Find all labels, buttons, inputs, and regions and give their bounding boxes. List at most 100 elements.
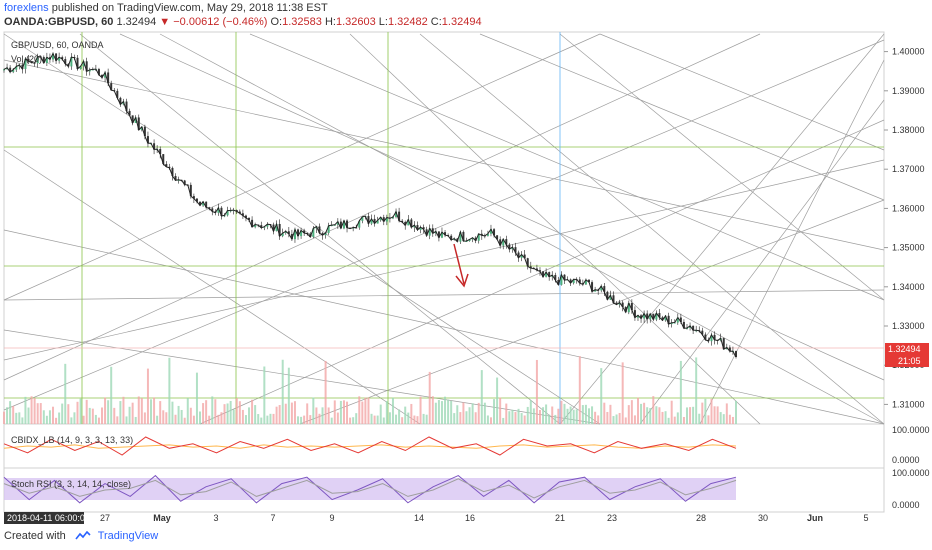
candle-body — [630, 303, 633, 311]
candle-body — [679, 317, 682, 322]
candle-body — [55, 53, 58, 61]
candle-body — [569, 279, 572, 284]
volume-bar — [376, 415, 379, 424]
candle-body — [496, 235, 499, 240]
candle-body — [502, 239, 505, 246]
volume-bar — [431, 396, 434, 424]
candle-body — [695, 330, 698, 332]
volume-bar — [646, 407, 649, 424]
candle-body — [248, 217, 251, 220]
volume-bar — [437, 400, 440, 424]
gann-line — [3, 159, 885, 361]
candle-body — [649, 313, 652, 320]
volume-bar — [88, 407, 91, 424]
volume-bar — [18, 412, 21, 424]
candle-body — [192, 196, 195, 199]
candle-body — [339, 221, 342, 229]
down-arrow-annotation[interactable] — [453, 243, 469, 288]
candle-body — [382, 217, 385, 222]
volume-bar — [12, 406, 15, 424]
volume-bar — [502, 417, 505, 424]
volume-bar — [76, 401, 79, 424]
candle-body — [9, 67, 12, 73]
x-tick-label: 28 — [696, 513, 706, 523]
volume-bar — [456, 405, 459, 424]
candle-body — [401, 220, 404, 222]
volume-bar — [352, 417, 355, 424]
ind-tick-label: 100.0000 — [892, 425, 930, 435]
volume-bar — [290, 402, 293, 424]
candle-body — [643, 313, 646, 319]
candle-body — [131, 115, 134, 123]
volume-bar — [174, 414, 177, 424]
candle-body — [199, 201, 202, 206]
gann-line — [599, 33, 885, 151]
candle-body — [474, 237, 477, 241]
volume-bar — [728, 414, 731, 424]
gann-line — [349, 33, 761, 425]
gann-line — [249, 33, 885, 301]
candle-body — [621, 302, 624, 307]
volume-bar — [581, 405, 584, 424]
author-link[interactable]: forexlens — [4, 2, 49, 14]
volume-bar — [410, 403, 413, 424]
candle-body — [3, 69, 5, 71]
volume-bar — [293, 401, 296, 424]
candle-body — [701, 330, 704, 335]
ind-tick-label: 100.0000 — [892, 468, 930, 478]
candle-body — [88, 69, 91, 72]
candle-body — [477, 233, 480, 241]
footer: Created with TradingView — [4, 530, 158, 542]
candle-body — [667, 315, 670, 325]
y-tick-label: 1.39000 — [892, 86, 925, 96]
gann-line — [559, 33, 885, 301]
open-label: O: — [270, 16, 283, 28]
candle-body — [24, 58, 27, 70]
volume-bar — [385, 401, 388, 424]
x-tick-label: 23 — [607, 513, 617, 523]
ind-tick-label: 0.0000 — [892, 500, 920, 510]
candle-body — [244, 215, 247, 218]
volume-bar — [229, 400, 232, 424]
x-tick-label: May — [153, 513, 171, 523]
gann-line — [419, 33, 885, 425]
volume-bar — [508, 411, 511, 424]
volume-bar — [214, 399, 217, 424]
main-pane[interactable] — [3, 31, 885, 425]
candle-body — [303, 230, 306, 234]
candle-body — [633, 310, 636, 318]
candle-body — [404, 221, 407, 226]
volume-bar — [545, 404, 548, 424]
volume-bar — [695, 357, 698, 424]
volume-bar — [578, 356, 581, 424]
ind-tick-label: 0.0000 — [892, 455, 920, 465]
candle-body — [361, 216, 364, 221]
tradingview-brand[interactable]: TradingView — [97, 530, 159, 542]
volume-bar — [192, 415, 195, 424]
candle-body — [493, 229, 496, 236]
volume-bar — [643, 402, 646, 424]
x-tick-label: 7 — [270, 513, 275, 523]
symbol-label: OANDA:GBPUSD, 60 — [4, 16, 114, 28]
volume-bar — [367, 397, 370, 424]
volume-bar — [146, 368, 149, 424]
candle-body — [459, 231, 462, 242]
volume-bar — [73, 412, 76, 424]
candle-body — [594, 289, 597, 292]
candle-body — [640, 315, 643, 319]
stoch-k-line — [3, 474, 737, 504]
volume-bar — [597, 415, 600, 424]
volume-bars — [3, 356, 737, 424]
volume-bar — [395, 414, 398, 424]
x-tick-label: 14 — [414, 513, 424, 523]
volume-bar — [722, 414, 725, 424]
candle-body — [165, 164, 168, 167]
time-axis[interactable]: 27 May 3 7 9 14 16 21 23 28 30 Jun 5 — [100, 513, 869, 523]
candle-body — [52, 53, 55, 60]
volume-bar — [707, 415, 710, 424]
candle-body — [514, 247, 517, 253]
candle-body — [238, 211, 241, 214]
candle-body — [529, 266, 532, 269]
candle-body — [254, 224, 257, 228]
